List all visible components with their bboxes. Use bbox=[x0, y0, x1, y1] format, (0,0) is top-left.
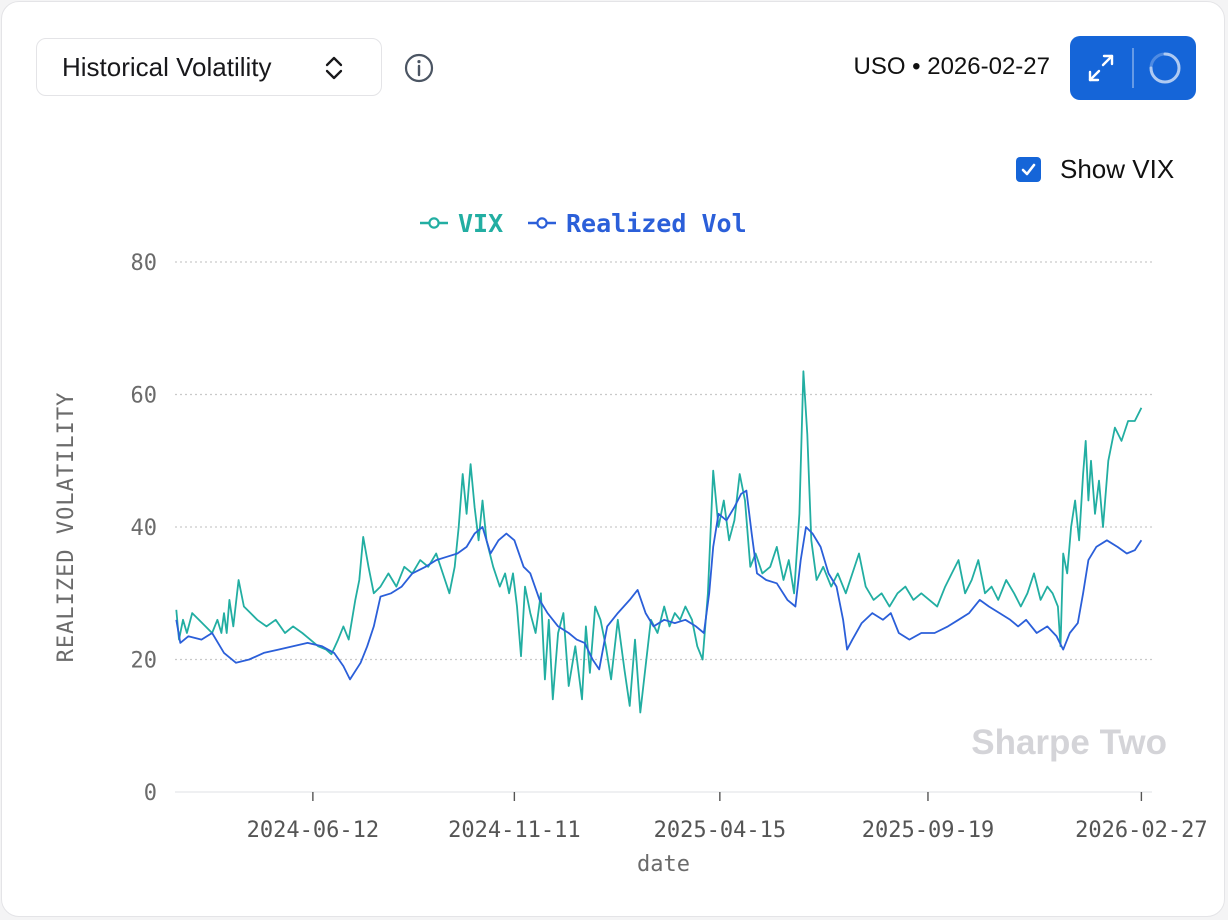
show-vix-label: Show VIX bbox=[1060, 153, 1175, 184]
y-axis-title: REALIZED VOLATILITY bbox=[54, 392, 79, 663]
x-axis-title: date bbox=[637, 852, 690, 877]
legend-label: VIX bbox=[458, 209, 503, 238]
watermark: Sharpe Two bbox=[971, 723, 1167, 762]
show-vix-toggle[interactable]: Show VIX bbox=[1016, 154, 1174, 184]
legend-marker-dot bbox=[536, 217, 548, 229]
y-tick-label: 60 bbox=[131, 384, 158, 409]
button-divider bbox=[1132, 48, 1134, 88]
y-tick-label: 20 bbox=[131, 649, 158, 674]
checkmark-icon bbox=[1021, 163, 1036, 175]
x-tick-label: 2024-06-12 bbox=[247, 818, 379, 843]
x-tick-label: 2026-02-27 bbox=[1075, 818, 1207, 843]
expand-icon bbox=[1088, 54, 1114, 82]
expand-button[interactable] bbox=[1070, 36, 1132, 100]
refresh-button[interactable] bbox=[1134, 36, 1196, 100]
metric-select[interactable]: Historical Volatility bbox=[36, 38, 382, 96]
x-tick-label: 2024-11-11 bbox=[448, 818, 580, 843]
show-vix-checkbox[interactable] bbox=[1016, 156, 1041, 182]
y-tick-label: 40 bbox=[131, 516, 158, 541]
loading-spinner-icon bbox=[1149, 52, 1181, 84]
y-tick-label: 80 bbox=[131, 251, 158, 276]
x-tick-label: 2025-04-15 bbox=[654, 818, 786, 843]
series-line-vix bbox=[175, 370, 1143, 714]
metric-select-label: Historical Volatility bbox=[62, 51, 272, 82]
legend-marker-dot bbox=[428, 217, 440, 229]
x-tick-label: 2025-09-19 bbox=[862, 818, 994, 843]
series-line-realized-vol bbox=[175, 489, 1143, 681]
chart-action-buttons bbox=[1070, 36, 1196, 100]
info-icon[interactable] bbox=[404, 53, 434, 83]
ticker-date-label: USO • 2026-02-27 bbox=[853, 53, 1050, 80]
legend-label: Realized Vol bbox=[566, 209, 747, 238]
chevron-up-down-icon bbox=[325, 56, 343, 80]
y-tick-label: 0 bbox=[144, 781, 157, 806]
